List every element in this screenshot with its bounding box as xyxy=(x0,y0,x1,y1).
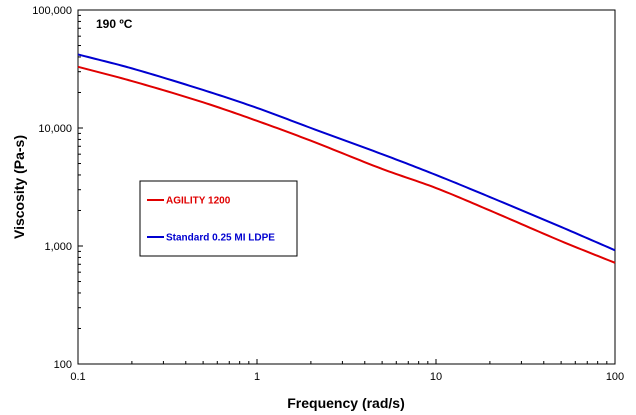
series-line-1 xyxy=(77,53,616,252)
legend-label-agility: AGILITY 1200 xyxy=(166,196,231,207)
series-line-0 xyxy=(77,65,616,264)
x-axis-title: Frequency (rad/s) xyxy=(287,395,404,411)
y-tick-label: 1,000 xyxy=(44,241,72,253)
x-tick-label: 1 xyxy=(254,371,260,383)
temperature-annotation: 190 ºC xyxy=(96,17,133,31)
x-tick-label: 0.1 xyxy=(70,371,85,383)
x-tick-labels: 0.1 1 10 100 xyxy=(70,371,624,383)
y-tick-labels: 100 1,000 10,000 100,000 xyxy=(32,5,72,371)
legend: AGILITY 1200 Standard 0.25 MI LDPE xyxy=(139,180,298,257)
series-lines xyxy=(77,53,616,264)
y-axis-ticks xyxy=(78,14,83,365)
x-axis-ticks xyxy=(77,359,608,364)
y-tick-label: 100,000 xyxy=(32,5,72,17)
y-axis-title: Viscosity (Pa-s) xyxy=(11,135,27,239)
legend-box xyxy=(139,180,298,257)
x-tick-label: 100 xyxy=(606,371,624,383)
legend-label-standard-ldpe: Standard 0.25 MI LDPE xyxy=(166,233,275,244)
x-tick-label: 10 xyxy=(430,371,442,383)
y-tick-label: 10,000 xyxy=(38,123,72,135)
y-tick-label: 100 xyxy=(54,359,72,371)
